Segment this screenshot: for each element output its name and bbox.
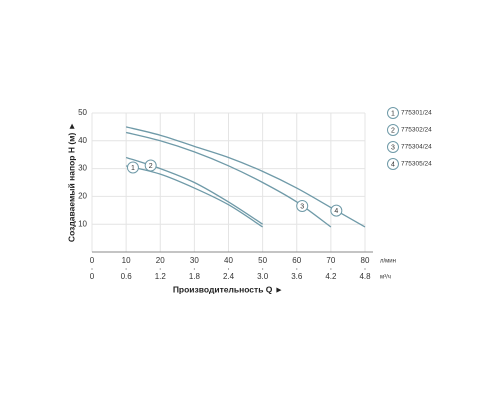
- x-tick-label: 10: [122, 256, 131, 265]
- x2-tick-label: 4.8: [359, 272, 371, 281]
- x2-tick-label: 0: [90, 272, 95, 281]
- curve: [125, 131, 332, 228]
- curve-marker-label: 3: [300, 203, 304, 210]
- x2-tick-label: 1.8: [189, 272, 201, 281]
- curve-marker: [144, 159, 157, 172]
- x2-tick-label: 1.2: [155, 272, 167, 281]
- y-tick-label: 50: [78, 108, 87, 117]
- x-tick-label: 40: [224, 256, 233, 265]
- legend-marker-label: 3: [391, 144, 395, 151]
- x-axis-title: Производительность Q ►: [173, 284, 283, 294]
- legend-marker: [387, 141, 399, 153]
- legend-marker-label: 2: [391, 127, 395, 134]
- curve-marker-label: 1: [131, 165, 135, 172]
- curve-marker: [330, 204, 343, 217]
- legend-label: 775305/24: [401, 161, 432, 168]
- curve-marker: [126, 161, 139, 174]
- legend-marker-label: 1: [391, 110, 395, 117]
- curve-marker-label: 4: [334, 208, 338, 215]
- legend-marker: [387, 107, 399, 119]
- x2-tick-label: 3.0: [257, 272, 269, 281]
- y-tick-label: 40: [78, 136, 87, 145]
- legend-label: 775302/24: [401, 127, 432, 134]
- x-tick-label: 30: [190, 256, 199, 265]
- x-tick-label: 0: [90, 256, 95, 265]
- x-tick-label: 70: [326, 256, 335, 265]
- legend-marker: [387, 158, 399, 170]
- legend-label: 775301/24: [401, 110, 432, 117]
- x2-tick-label: 2.4: [223, 272, 235, 281]
- x2-tick-label: 3.6: [291, 272, 303, 281]
- x-tick-label: 60: [292, 256, 301, 265]
- x2-tick-label: 0.6: [121, 272, 133, 281]
- y-tick-label: 10: [78, 219, 87, 228]
- x-tick-label: 80: [361, 256, 370, 265]
- x2-tick-label: 4.2: [325, 272, 337, 281]
- curve: [125, 126, 366, 228]
- legend-label: 775304/24: [401, 144, 432, 151]
- y-axis-title: Создаваемый напор H (м) ►: [66, 122, 76, 242]
- x-unit: л/мин: [380, 259, 396, 265]
- x2-unit: м³/ч: [380, 275, 391, 281]
- curve-marker-label: 2: [149, 163, 153, 170]
- x-tick-label: 50: [258, 256, 267, 265]
- legend-marker: [387, 124, 399, 136]
- x-tick-label: 20: [156, 256, 165, 265]
- y-tick-label: 20: [78, 192, 87, 201]
- y-tick-label: 30: [78, 164, 87, 173]
- curve-marker: [296, 199, 309, 212]
- legend-marker-label: 4: [391, 161, 395, 168]
